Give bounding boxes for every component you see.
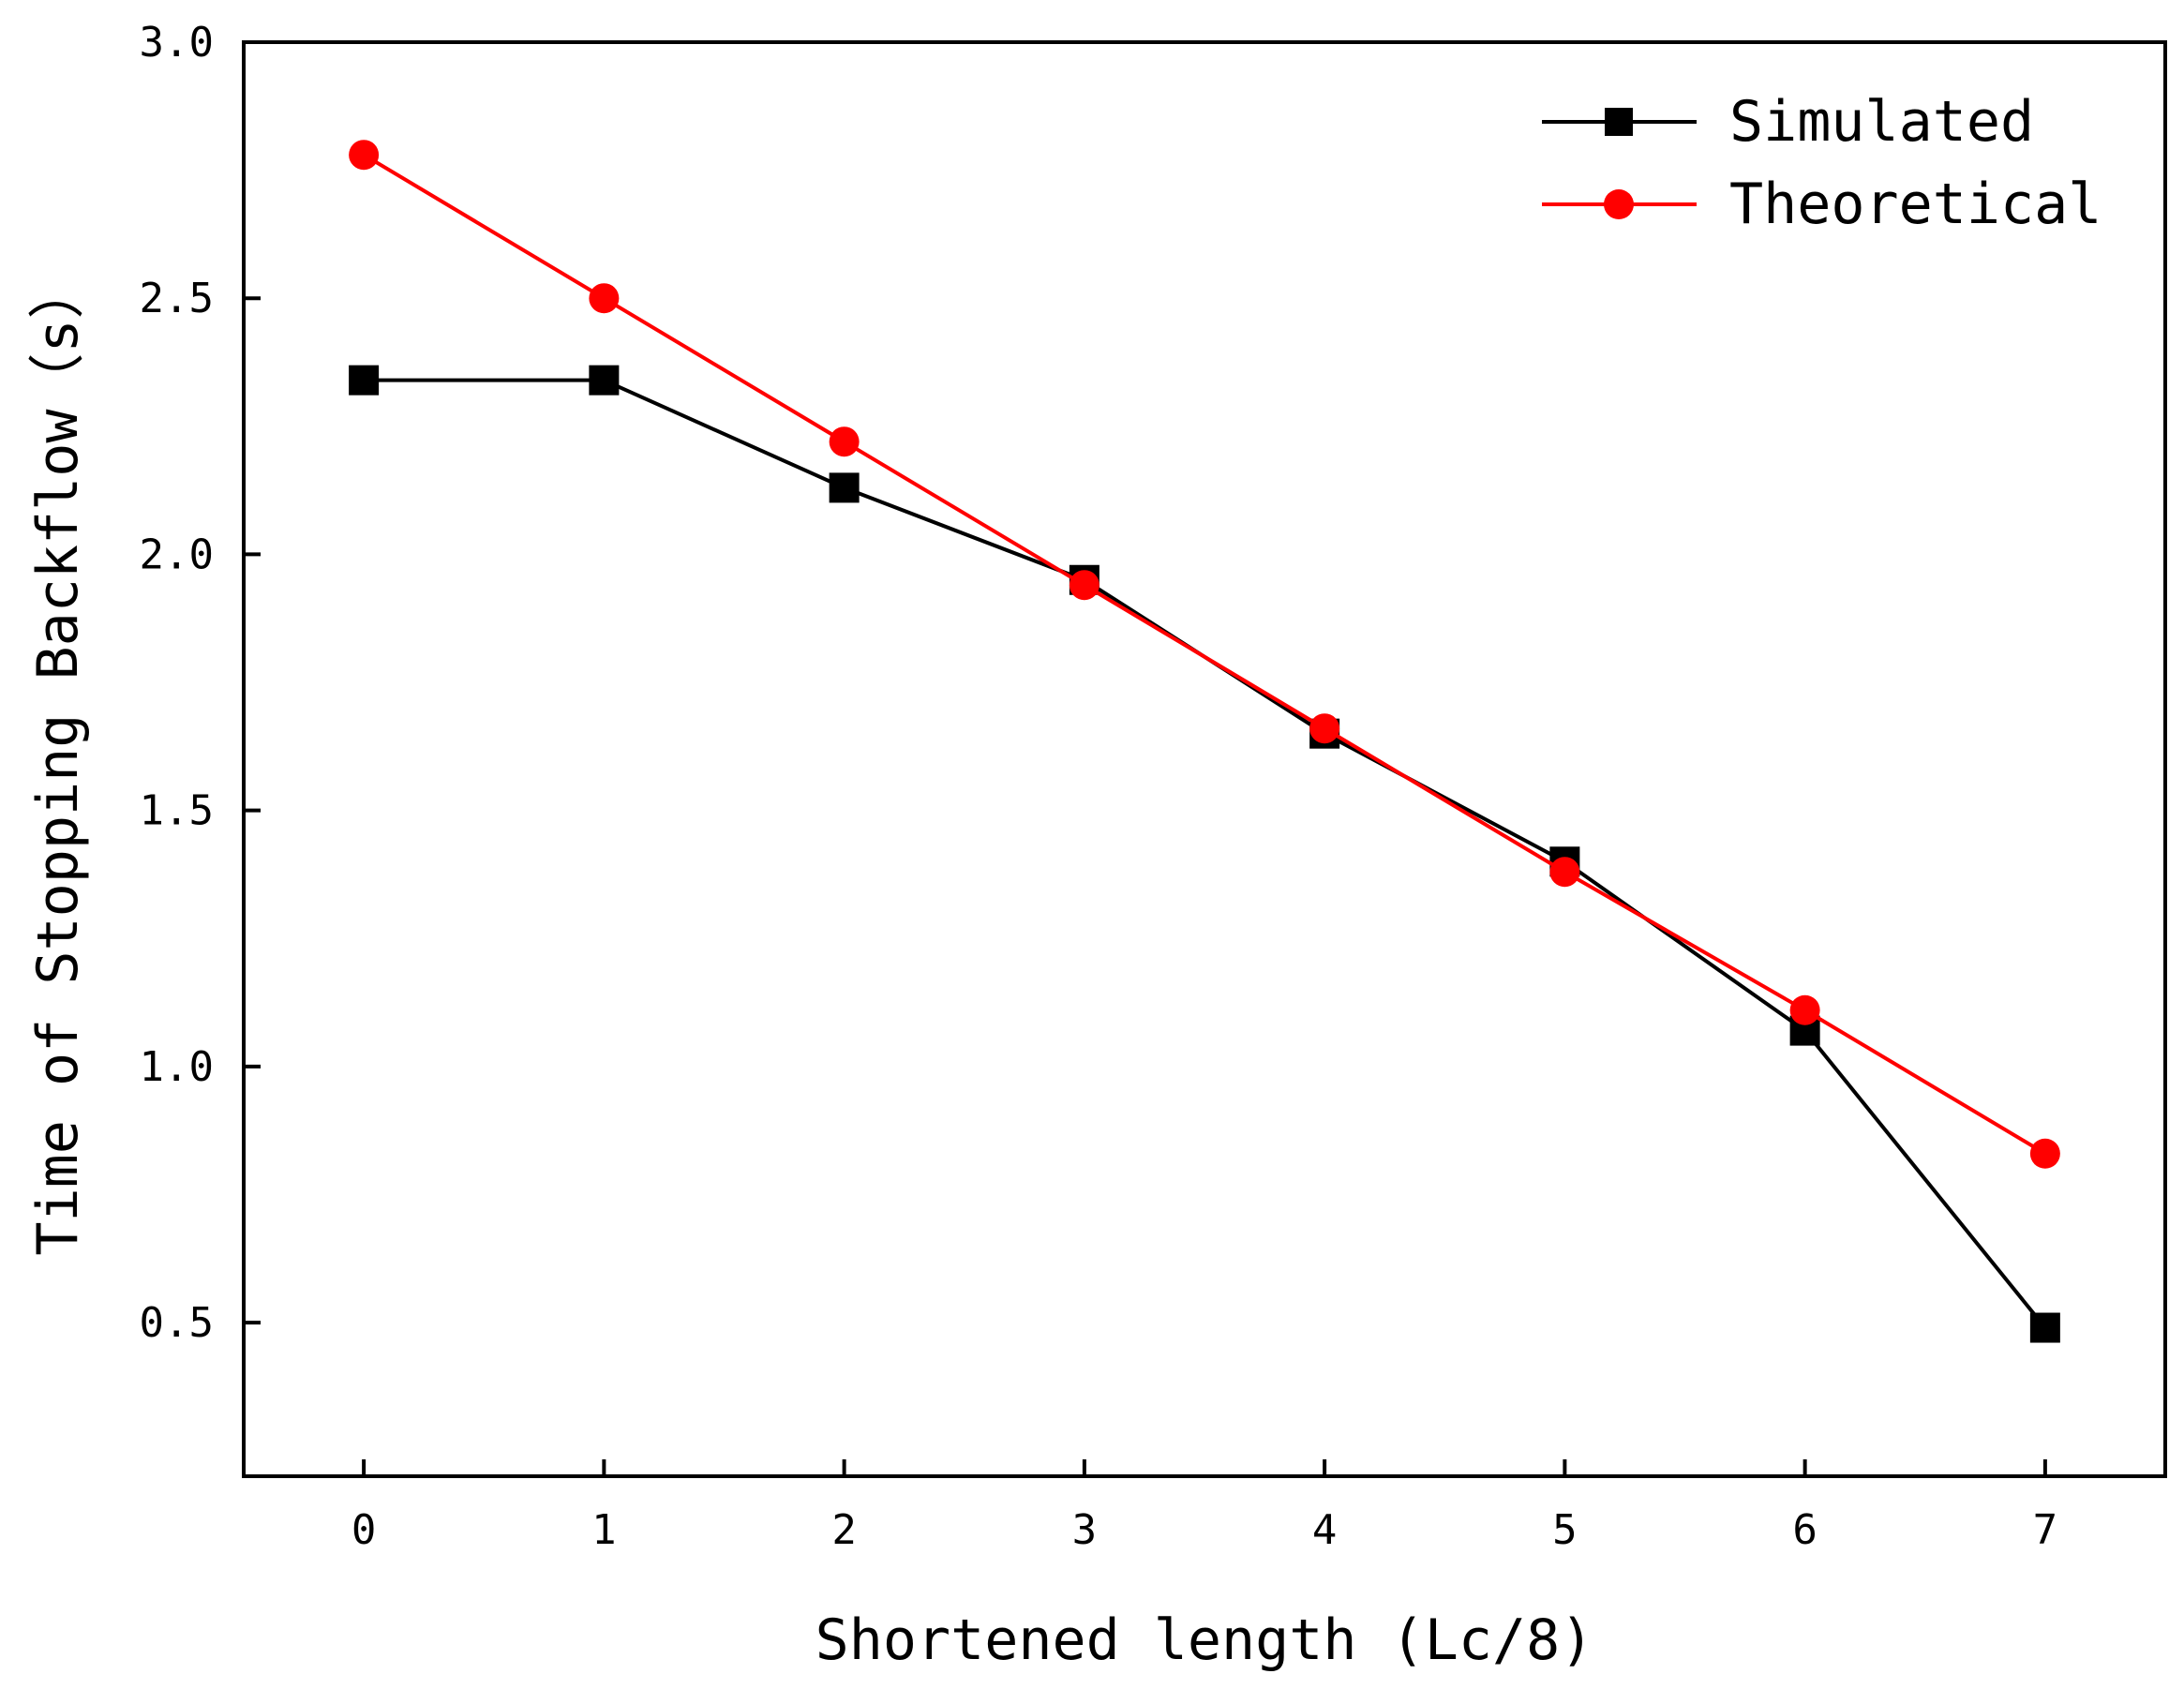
series-layer [349,140,2060,1343]
x-tick-label: 6 [1792,1506,1818,1554]
legend-item-theoretical: Theoretical [1542,172,2102,237]
data-point-simulated-2 [829,472,860,503]
x-tick-label: 3 [1072,1506,1098,1554]
x-axis: 0 1 2 3 4 5 6 7 [352,1459,2057,1554]
data-point-theoretical-2 [829,426,860,457]
series-line-theoretical [363,153,2046,1156]
legend-marker-simulated [1605,108,1633,136]
legend-marker-theoretical [1604,189,1634,219]
data-point-theoretical-5 [1549,857,1580,888]
y-tick-label: 1.5 [140,787,214,835]
x-tick-label: 7 [2033,1506,2058,1554]
legend-label-theoretical: Theoretical [1729,172,2102,237]
data-point-theoretical-4 [1309,713,1340,744]
data-point-theoretical-3 [1069,570,1099,601]
y-tick-label: 2.0 [140,531,214,578]
x-tick-label: 1 [591,1506,617,1554]
data-point-simulated-1 [589,365,620,396]
data-point-theoretical-7 [2029,1138,2060,1169]
x-tick-label: 2 [831,1506,857,1554]
x-tick-label: 0 [352,1506,377,1554]
x-axis-title: Shortened length (Lc/8) [815,1607,1594,1673]
legend-item-simulated: Simulated [1542,89,2034,155]
x-tick-label: 4 [1312,1506,1338,1554]
data-point-simulated-7 [2029,1312,2060,1343]
y-axis-title: Time of Stopping Backflow（s） [25,262,91,1255]
y-axis: 0.5 1.0 1.5 2.0 2.5 3.0 [140,19,261,1347]
y-tick-label: 0.5 [140,1299,214,1347]
x-tick-label: 5 [1552,1506,1578,1554]
data-point-simulated-0 [349,365,380,396]
y-tick-label: 1.0 [140,1043,214,1091]
legend: Simulated Theoretical [1542,89,2102,237]
data-point-theoretical-6 [1789,994,1820,1025]
legend-label-simulated: Simulated [1729,89,2034,155]
y-tick-label: 3.0 [140,19,214,67]
data-point-theoretical-0 [349,140,380,171]
data-point-theoretical-1 [589,283,620,314]
plot-frame [242,40,2167,1478]
y-tick-label: 2.5 [140,275,214,322]
